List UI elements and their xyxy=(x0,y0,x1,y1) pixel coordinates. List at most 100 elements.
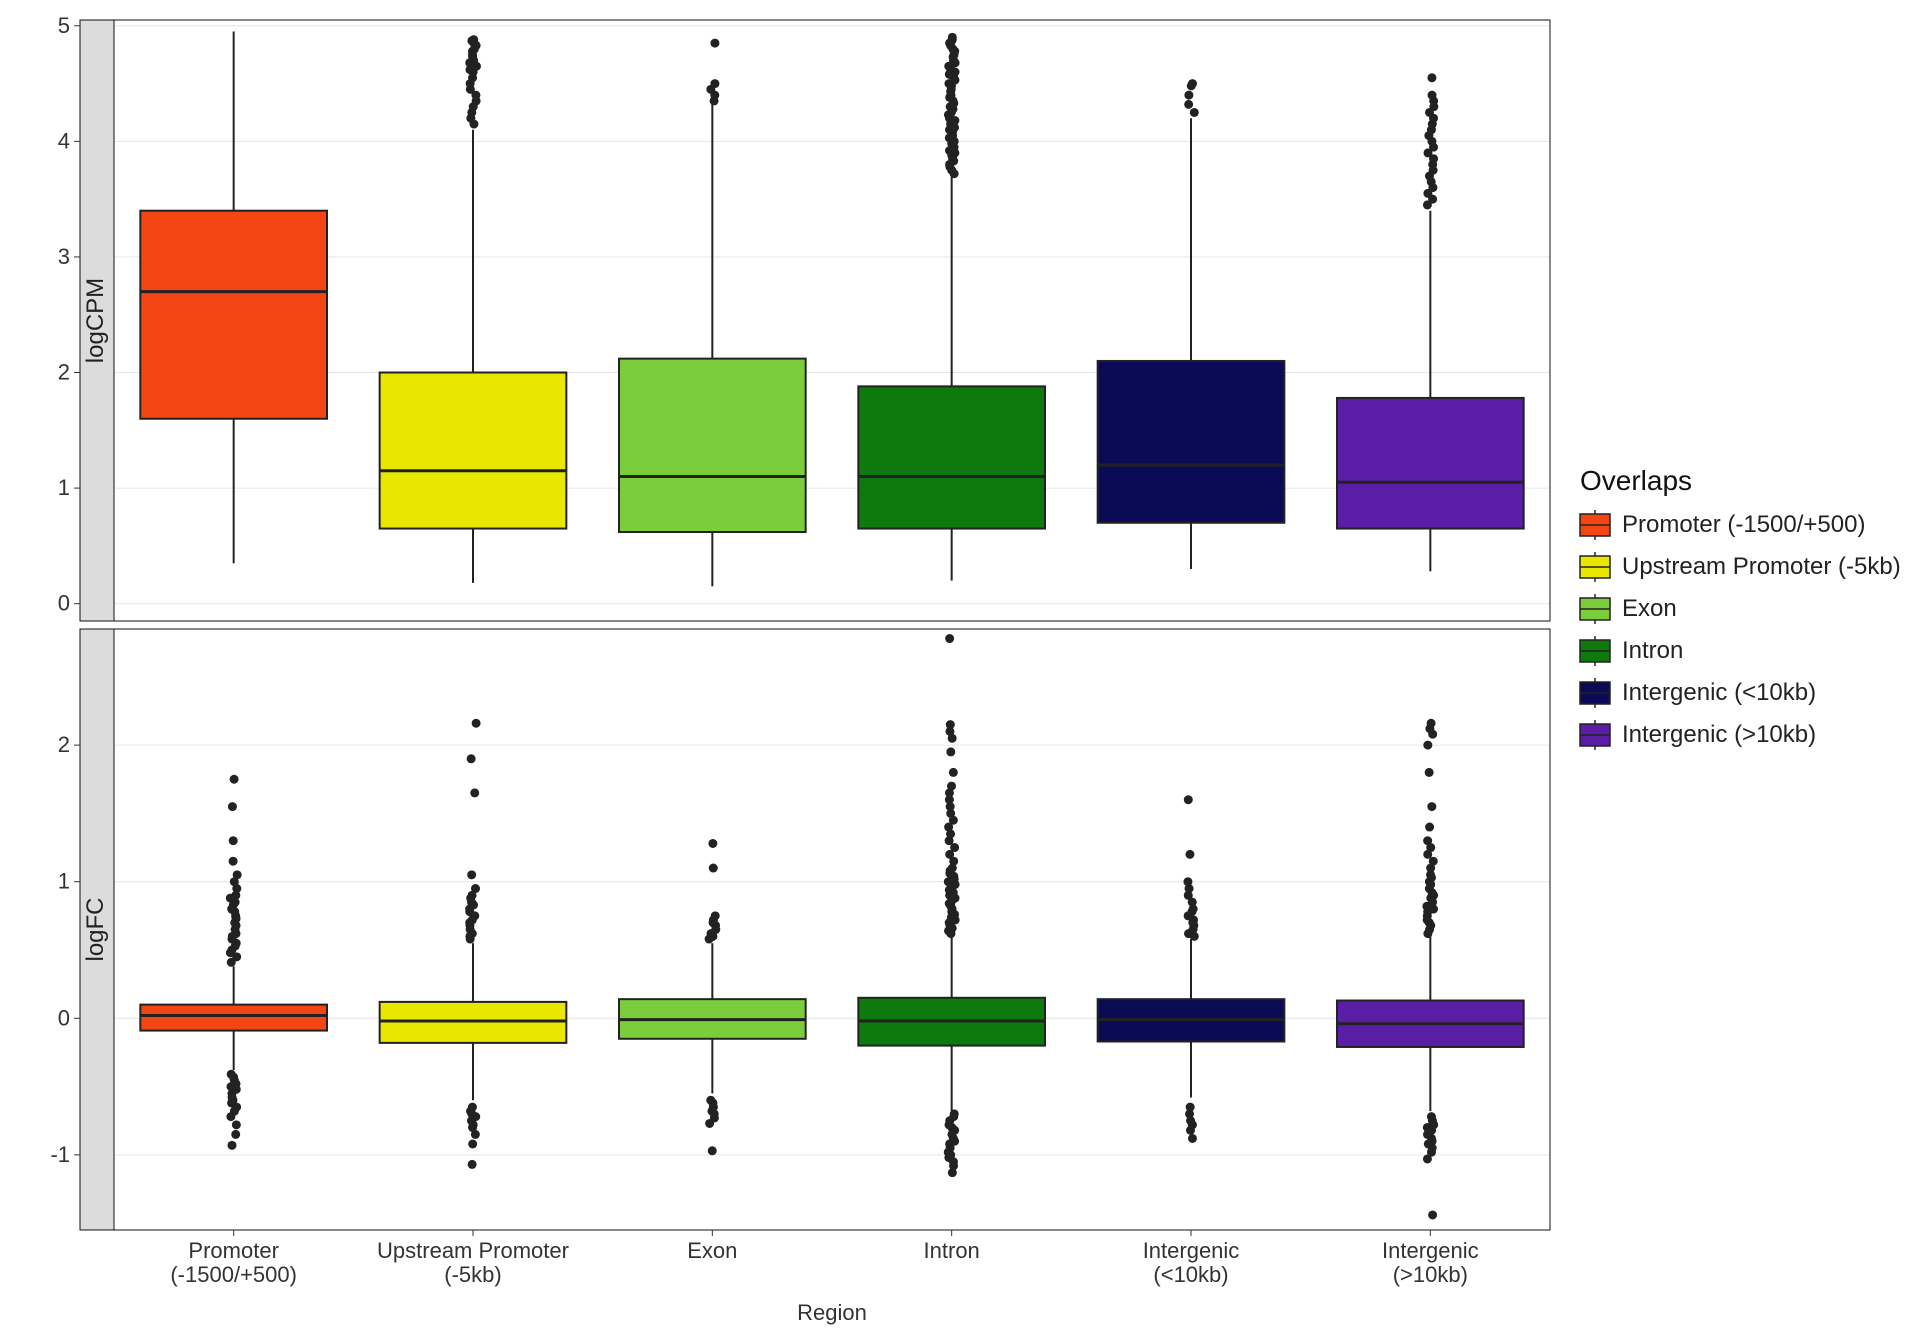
outlier-point xyxy=(228,802,237,811)
box-logFC-promoter xyxy=(140,775,327,1150)
legend-item: Exon xyxy=(1580,594,1677,624)
facet-strip-label: logFC xyxy=(82,897,109,961)
outlier-point xyxy=(1427,73,1436,82)
y-tick-label: 4 xyxy=(58,128,70,153)
box-logCPM-promoter xyxy=(140,32,327,564)
outlier-point xyxy=(1185,850,1194,859)
outlier-point xyxy=(232,1120,241,1129)
outlier-point xyxy=(1425,768,1434,777)
outlier-point xyxy=(1188,1134,1197,1143)
panel-border xyxy=(114,20,1550,621)
box-logFC-inter_gt xyxy=(1337,719,1524,1220)
outlier-point xyxy=(1188,79,1197,88)
outlier-point xyxy=(1427,719,1436,728)
outlier-point xyxy=(230,775,239,784)
legend-item: Intergenic (<10kb) xyxy=(1580,678,1816,708)
outlier-point xyxy=(708,1146,717,1155)
outlier-point xyxy=(1183,877,1192,886)
outlier-point xyxy=(1425,823,1434,832)
box-logCPM-upstream xyxy=(380,35,567,583)
x-tick-label: Intron xyxy=(924,1238,980,1263)
box-rect xyxy=(140,1005,327,1031)
outlier-point xyxy=(472,719,481,728)
box-logCPM-inter_lt xyxy=(1098,79,1285,569)
outlier-point xyxy=(470,788,479,797)
outlier-point xyxy=(468,1160,477,1169)
box-rect xyxy=(1337,398,1524,529)
outlier-point xyxy=(228,1141,237,1150)
outlier-point xyxy=(709,864,718,873)
y-tick-label: 0 xyxy=(58,591,70,616)
boxplot-facet-chart: logCPM0 1 2 3 4 5 logFC -1 0 1 2 Promoter(-1500/+50… xyxy=(0,0,1920,1344)
outlier-point xyxy=(1423,836,1432,845)
outlier-point xyxy=(229,857,238,866)
outlier-point xyxy=(1184,795,1193,804)
outlier-point xyxy=(1184,91,1193,100)
outlier-point xyxy=(1186,1103,1195,1112)
legend: OverlapsPromoter (-1500/+500)Upstream Pr… xyxy=(1580,465,1901,750)
legend-label: Intron xyxy=(1622,637,1683,664)
outlier-point xyxy=(229,836,238,845)
panel-logCPM: logCPM 0 1 2 3 4 5 xyxy=(58,13,1550,621)
x-tick-label: Promoter xyxy=(188,1238,278,1263)
outlier-point xyxy=(1428,1210,1437,1219)
box-rect xyxy=(140,211,327,419)
box-logFC-upstream xyxy=(380,719,567,1169)
y-tick-label: 3 xyxy=(58,244,70,269)
x-tick-label: Upstream Promoter xyxy=(377,1238,569,1263)
outlier-point xyxy=(946,720,955,729)
y-tick-label: 5 xyxy=(58,13,70,38)
panel-border xyxy=(114,629,1550,1230)
outlier-point xyxy=(469,35,478,44)
y-tick-label: 2 xyxy=(58,360,70,385)
x-tick-label: (-5kb) xyxy=(444,1262,501,1287)
box-logFC-exon xyxy=(619,839,806,1155)
outlier-point xyxy=(233,870,242,879)
outlier-point xyxy=(710,79,719,88)
y-axis-logCPM: 0 1 2 3 4 5 xyxy=(58,13,80,616)
y-axis-logFC: -1012 xyxy=(50,732,80,1167)
outlier-point xyxy=(467,754,476,763)
outlier-point xyxy=(710,39,719,48)
outlier-point xyxy=(711,911,720,920)
legend-title: Overlaps xyxy=(1580,465,1692,496)
legend-label: Exon xyxy=(1622,595,1677,622)
grid-logCPM xyxy=(114,26,1550,604)
y-tick-label: -1 xyxy=(50,1142,70,1167)
x-tick-label: Intergenic xyxy=(1382,1238,1479,1263)
y-tick-label: 0 xyxy=(58,1005,70,1030)
outlier-point xyxy=(227,1070,236,1079)
grid-logFC xyxy=(114,745,1550,1155)
outlier-point xyxy=(1428,91,1437,100)
panel-logFC: logFC-1012 xyxy=(50,629,1550,1230)
outlier-point xyxy=(949,768,958,777)
outlier-point xyxy=(1184,100,1193,109)
outlier-point xyxy=(468,1103,477,1112)
box-rect xyxy=(380,373,567,529)
facet-strip-label: logCPM xyxy=(82,278,109,363)
x-axis-title: Region xyxy=(797,1300,867,1325)
x-tick-label: (<10kb) xyxy=(1153,1262,1228,1287)
box-rect xyxy=(858,386,1045,528)
x-axis: Promoter(-1500/+500)Upstream Promoter(-5… xyxy=(170,1230,1478,1325)
y-tick-label: 2 xyxy=(58,732,70,757)
x-tick-label: Exon xyxy=(687,1238,737,1263)
legend-label: Upstream Promoter (-5kb) xyxy=(1622,553,1901,580)
outlier-point xyxy=(1190,108,1199,117)
outlier-point xyxy=(708,839,717,848)
outlier-point xyxy=(946,747,955,756)
box-logCPM-inter_gt xyxy=(1337,73,1524,571)
outlier-point xyxy=(468,1139,477,1148)
outlier-point xyxy=(231,1130,240,1139)
legend-label: Intergenic (<10kb) xyxy=(1622,679,1816,706)
box-rect xyxy=(1098,361,1285,523)
box-logFC-inter_lt xyxy=(1098,795,1285,1143)
outlier-point xyxy=(1423,741,1432,750)
box-logFC-intron xyxy=(858,634,1045,1177)
outlier-point xyxy=(706,1096,715,1105)
outlier-point xyxy=(471,884,480,893)
legend-item: Intron xyxy=(1580,636,1683,666)
legend-item: Intergenic (>10kb) xyxy=(1580,720,1816,750)
y-tick-label: 1 xyxy=(58,475,70,500)
x-tick-label: (>10kb) xyxy=(1393,1262,1468,1287)
